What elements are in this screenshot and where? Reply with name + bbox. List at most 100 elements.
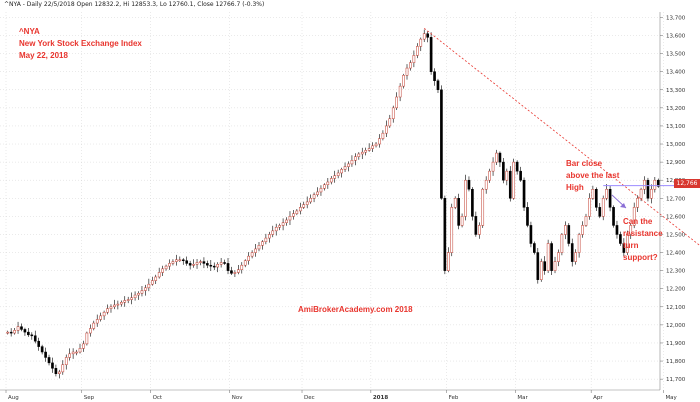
note-line: above the last [566, 171, 620, 180]
candle-body-up [388, 118, 392, 127]
candle [140, 286, 144, 297]
candle-body-down [429, 37, 433, 72]
candle-body-down [209, 264, 213, 267]
candle [85, 331, 89, 346]
candle-body-down [567, 225, 571, 244]
candle [336, 169, 340, 179]
candle-body-up [546, 243, 550, 271]
candle [433, 68, 436, 86]
candle-body-down [536, 252, 540, 280]
candle [622, 238, 626, 257]
candle [144, 284, 147, 296]
candle [254, 244, 257, 257]
candle [261, 240, 264, 250]
candle [550, 241, 553, 275]
candle [429, 32, 433, 75]
candle-body-up [157, 272, 161, 278]
candle-body-up [240, 264, 244, 270]
candle-body-down [23, 329, 27, 333]
candle-body-up [601, 198, 605, 217]
y-tick-label: 13,000 [666, 142, 686, 148]
candle-body-up [250, 252, 254, 257]
candle-body-down [622, 243, 626, 253]
candle [419, 37, 423, 52]
candle-body-up [13, 330, 16, 334]
candle-body-up [405, 67, 409, 76]
candle-body-up [491, 161, 495, 172]
candle-body-up [650, 188, 653, 199]
candle [491, 157, 495, 176]
candle [147, 278, 151, 292]
watermark: AmiBrokerAcademy.com 2018 [298, 305, 413, 314]
candle-body-up [140, 290, 144, 294]
x-axis: Aug Sep Oct Nov Dec 2018 Feb Mar Apr May [0, 389, 678, 401]
candle [292, 210, 295, 220]
y-tick-label: 12,000 [666, 323, 686, 329]
candle-body-up [137, 292, 140, 296]
candle [271, 225, 275, 238]
candle-body-up [419, 38, 423, 47]
candle-body-up [643, 179, 646, 190]
candle [212, 262, 216, 271]
candle [23, 327, 27, 336]
candle-body-up [154, 276, 158, 281]
x-tick-label: 2018 [373, 395, 388, 401]
candle [58, 369, 61, 379]
candle-body-up [312, 194, 316, 199]
candle [171, 259, 175, 266]
candle [567, 223, 571, 247]
candle [123, 296, 127, 307]
candle-body-down [550, 243, 553, 271]
candle [285, 217, 288, 226]
candle [316, 187, 319, 197]
candle-body-up [639, 188, 643, 199]
y-tick-label: 12,500 [666, 232, 686, 238]
x-tick-label: Dec [304, 395, 315, 401]
candle-body-up [412, 55, 416, 63]
candle-body-up [360, 151, 364, 155]
candle [385, 120, 388, 137]
candle [319, 185, 323, 196]
candle-body-down [502, 161, 505, 181]
candle-body-down [526, 207, 529, 226]
candle [464, 174, 467, 221]
candle-body-up [391, 107, 395, 119]
candle-body-up [422, 33, 426, 40]
candle-body-down [433, 71, 436, 81]
candle-body-up [557, 252, 560, 262]
y-tick-label: 12,300 [666, 269, 686, 275]
candle-body-up [323, 184, 326, 189]
candle-body-up [178, 259, 182, 262]
candle [309, 194, 312, 204]
candle-body-up [625, 234, 629, 253]
candle-body-up [340, 169, 343, 174]
candle [391, 105, 395, 123]
candle [226, 257, 230, 275]
candle-body-up [268, 234, 271, 239]
candle-body-up [130, 297, 133, 300]
candle-body-up [233, 272, 237, 274]
ticker-label: ^NYA [19, 27, 40, 36]
candle-body-up [488, 170, 491, 181]
x-tick-label: Oct [153, 395, 163, 401]
candle [601, 195, 605, 221]
candle [44, 347, 47, 362]
candle-body-up [119, 302, 123, 305]
grid-lines [0, 12, 664, 390]
candle-body-up [381, 132, 385, 139]
candle [395, 92, 398, 111]
candle-body-up [333, 175, 337, 179]
candle-body-up [329, 178, 333, 183]
candle-body-down [656, 179, 660, 187]
candle-body-up [636, 198, 639, 208]
candle-body-up [113, 304, 116, 308]
candle-body-down [212, 265, 216, 268]
candle-body-up [378, 138, 381, 145]
candle-body-up [78, 348, 82, 353]
candle [505, 168, 509, 186]
candle-body-up [357, 153, 361, 157]
candle [16, 321, 20, 334]
candle-body-up [450, 207, 454, 253]
candle [99, 312, 102, 322]
candle-body-down [533, 243, 536, 253]
